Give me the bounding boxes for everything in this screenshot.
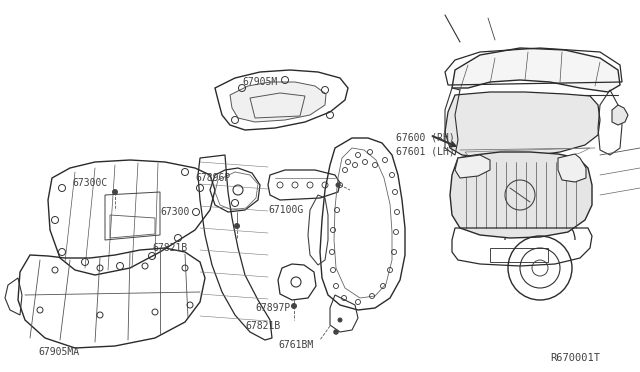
Text: 67300C: 67300C — [72, 178, 108, 188]
Text: 67100G: 67100G — [268, 205, 303, 215]
Text: 67821B: 67821B — [245, 321, 280, 331]
Polygon shape — [230, 82, 326, 122]
Circle shape — [112, 189, 118, 195]
Circle shape — [337, 317, 342, 323]
Text: 6761BM: 6761BM — [278, 340, 313, 350]
Polygon shape — [445, 92, 600, 158]
Polygon shape — [612, 105, 628, 125]
Text: 67896P: 67896P — [195, 173, 230, 183]
Text: 67905MA: 67905MA — [38, 347, 79, 357]
Text: 67300: 67300 — [160, 207, 189, 217]
Text: 67905M: 67905M — [242, 77, 277, 87]
Circle shape — [333, 329, 339, 335]
Text: 67821B: 67821B — [152, 243, 188, 253]
Text: 67600 (RH): 67600 (RH) — [396, 133, 455, 143]
Circle shape — [234, 223, 240, 229]
Text: R670001T: R670001T — [550, 353, 600, 363]
Polygon shape — [450, 152, 592, 238]
Polygon shape — [455, 155, 490, 178]
Text: 67897P: 67897P — [255, 303, 291, 313]
Polygon shape — [452, 48, 620, 92]
Polygon shape — [558, 154, 586, 182]
Text: 67601 (LH): 67601 (LH) — [396, 147, 455, 157]
Circle shape — [291, 303, 297, 309]
Circle shape — [335, 183, 340, 187]
